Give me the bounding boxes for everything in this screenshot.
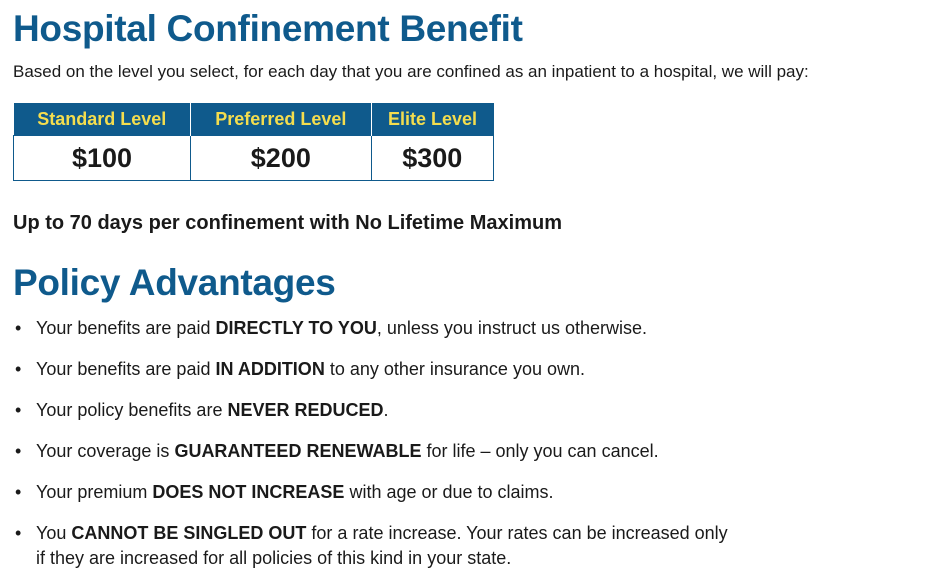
benefit-amount: $300 <box>370 135 495 181</box>
advantage-item: Your policy benefits are NEVER REDUCED. <box>13 398 738 423</box>
table-row: $100 $200 $300 <box>12 135 495 181</box>
item-text: . <box>383 400 389 420</box>
section-title: Policy Advantages <box>13 262 336 303</box>
table-body: $100 $200 $300 <box>12 135 495 181</box>
advantage-list: Your benefits are paid DIRECTLY TO YOU, … <box>13 316 738 587</box>
item-text: for a rate increase. Your rates can be i… <box>36 523 728 568</box>
note: Up to 70 days per confinement with No Li… <box>13 212 562 234</box>
item-text: , unless you instruct us otherwise. <box>376 318 647 338</box>
benefit-amount: $200 <box>190 135 372 181</box>
benefit-amount: $100 <box>12 135 192 181</box>
item-text: Your coverage is <box>36 441 170 461</box>
advantage-item: Your coverage is GUARANTEED RENEWABLE fo… <box>13 439 738 464</box>
item-text: Your policy benefits are <box>36 400 223 420</box>
item-text: Your benefits are paid <box>36 359 211 379</box>
item-text: You <box>36 523 67 543</box>
header-row: Standard Level Preferred Level Elite Level <box>13 103 494 136</box>
column-header: Elite Level <box>371 103 494 136</box>
item-emphasis: DIRECTLY TO YOU <box>215 318 377 338</box>
advantage-item: You CANNOT BE SINGLED OUT for a rate inc… <box>13 521 738 571</box>
item-text: with age or due to claims. <box>349 482 554 502</box>
advantage-item: Your premium DOES NOT INCREASE with age … <box>13 480 738 505</box>
item-emphasis: DOES NOT INCREASE <box>152 482 345 502</box>
item-emphasis: NEVER REDUCED <box>227 400 384 420</box>
column-header: Preferred Level <box>190 103 372 136</box>
subtitle: Based on the level you select, for each … <box>13 62 809 81</box>
item-text: for life – only you can cancel. <box>426 441 659 461</box>
title: Hospital Confinement Benefit <box>13 8 523 49</box>
item-text: Your premium <box>36 482 148 502</box>
item-emphasis: CANNOT BE SINGLED OUT <box>71 523 307 543</box>
item-emphasis: GUARANTEED RENEWABLE <box>174 441 422 461</box>
item-text: Your benefits are paid <box>36 318 211 338</box>
item-emphasis: IN ADDITION <box>215 359 325 379</box>
benefit-table: Standard Level Preferred Level Elite Level… <box>12 103 495 181</box>
item-text: to any other insurance you own. <box>329 359 585 379</box>
advantage-item: Your benefits are paid IN ADDITION to an… <box>13 357 738 382</box>
advantage-item: Your benefits are paid DIRECTLY TO YOU, … <box>13 316 738 341</box>
column-header: Standard Level <box>13 103 192 136</box>
